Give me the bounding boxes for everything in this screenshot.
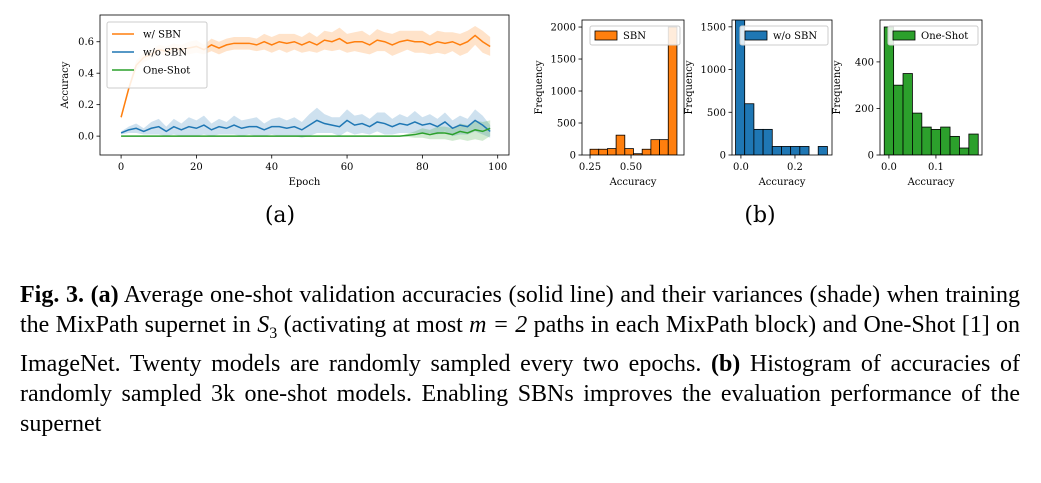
- y-tick-label: 1000: [701, 65, 726, 76]
- legend-swatch: [594, 30, 618, 41]
- y-tick-label: 0.0: [78, 132, 94, 143]
- histogram-bar: [624, 148, 634, 155]
- histogram-bar: [615, 134, 626, 155]
- legend-label: w/ SBN: [143, 30, 181, 41]
- histogram-bar: [949, 135, 960, 155]
- histogram-bar: [902, 73, 913, 155]
- histogram-bar: [940, 126, 951, 155]
- y-tick-label: 0: [570, 151, 576, 162]
- y-tick-label: 400: [855, 57, 874, 68]
- x-axis-label: Accuracy: [758, 177, 806, 188]
- x-tick-label: 0.25: [579, 162, 601, 173]
- histogram-bar: [781, 146, 792, 155]
- histogram-bar: [817, 146, 828, 155]
- legend-swatch: [744, 30, 768, 41]
- histogram-bar: [883, 26, 895, 155]
- y-tick-label: 0.2: [78, 100, 94, 111]
- histogram-bar: [921, 126, 932, 155]
- y-axis-label: Accuracy: [60, 61, 71, 109]
- axes-frame: [99, 14, 510, 156]
- y-tick-label: 0.4: [78, 69, 94, 80]
- y-tick-label: 1000: [551, 87, 576, 98]
- panel-label: (a): [265, 203, 295, 228]
- figure: (a) (b) 0.0 0.2 0.4 0.6 0 20 40 60 80 100 Epoch Acc…: [60, 14, 983, 228]
- x-tick-label: 0: [118, 162, 124, 173]
- variance-band: [121, 120, 491, 141]
- caption-text: Histogram of accuracies of randomly samp…: [20, 350, 1021, 437]
- x-tick-label: 0.1: [928, 162, 944, 173]
- caption-label: (a): [90, 282, 119, 308]
- caption-text: (activating at most: [283, 312, 463, 338]
- x-tick-label: 0.0: [881, 162, 897, 173]
- histogram-bar: [659, 139, 669, 155]
- histogram-bar: [598, 148, 608, 155]
- histogram-bar: [968, 133, 979, 155]
- fig-label: Fig. 3.: [20, 282, 84, 308]
- histogram-bar: [790, 146, 801, 155]
- y-axis-label: Frequency: [534, 60, 545, 114]
- x-tick-label: 60: [341, 162, 354, 173]
- legend-box: [106, 21, 208, 89]
- math: m = 2: [469, 312, 528, 338]
- line: [121, 127, 491, 137]
- histogram-bar: [641, 148, 652, 155]
- y-tick-label: 1500: [701, 22, 726, 33]
- legend-label: One-Shot: [143, 66, 190, 77]
- histogram-bar: [771, 146, 782, 155]
- x-tick-label: 80: [416, 162, 429, 173]
- histogram-bar: [959, 147, 970, 155]
- axes-frame: [879, 19, 983, 156]
- axes-frame: [731, 19, 833, 156]
- histogram-bar: [589, 148, 600, 155]
- caption-text: paths in each MixPath block) and One-Sho…: [20, 312, 1021, 377]
- x-tick-label: 20: [190, 162, 203, 173]
- variance-band: [121, 107, 491, 138]
- caption-text: Average one-shot validation accuracies (…: [20, 282, 1021, 338]
- y-tick-label: 2000: [551, 23, 576, 34]
- histogram-bar: [930, 128, 942, 155]
- histogram-bar: [762, 128, 773, 155]
- histogram-bar: [753, 128, 764, 155]
- histogram-bar: [667, 26, 678, 155]
- legend-label: w/o SBN: [773, 31, 817, 42]
- histogram-bar: [912, 112, 923, 155]
- math: S: [257, 312, 270, 338]
- y-tick-label: 500: [707, 108, 726, 119]
- x-tick-label: 0.2: [787, 162, 803, 173]
- y-tick-label: 0.6: [78, 37, 94, 48]
- y-tick-label: 1500: [551, 55, 576, 66]
- x-tick-label: 0.50: [620, 162, 642, 173]
- y-axis-label: Frequency: [684, 60, 695, 114]
- histogram-bar: [607, 148, 617, 155]
- y-tick-label: 200: [855, 104, 874, 115]
- y-tick-label: 0: [868, 151, 874, 162]
- axes-frame: [581, 19, 685, 156]
- y-tick-label: 500: [557, 119, 576, 130]
- legend-label: w/o SBN: [143, 48, 187, 59]
- histogram-bar: [799, 146, 810, 155]
- legend-label: SBN: [623, 31, 646, 42]
- panel-label: (b): [744, 203, 775, 228]
- x-tick-label: 40: [265, 162, 278, 173]
- histogram-bar: [744, 103, 755, 155]
- y-axis-label: Frequency: [832, 60, 843, 114]
- variance-band: [121, 26, 491, 119]
- x-tick-label: 100: [488, 162, 507, 173]
- y-tick-label: 0: [720, 151, 726, 162]
- math-sub: 3: [269, 324, 278, 342]
- x-axis-label: Accuracy: [609, 177, 657, 188]
- x-tick-label: 0.0: [733, 162, 749, 173]
- histogram-bar: [650, 139, 660, 155]
- caption-label: (b): [710, 350, 741, 377]
- x-axis-label: Accuracy: [907, 177, 955, 188]
- legend-swatch: [892, 30, 916, 41]
- line: [120, 119, 491, 134]
- legend-label: One-Shot: [921, 31, 968, 42]
- histogram-bar: [735, 20, 746, 155]
- x-axis-label: Epoch: [289, 177, 321, 188]
- histogram-bar: [893, 84, 904, 155]
- caption: Fig. 3. (a) Average one-shot validation …: [20, 280, 1020, 439]
